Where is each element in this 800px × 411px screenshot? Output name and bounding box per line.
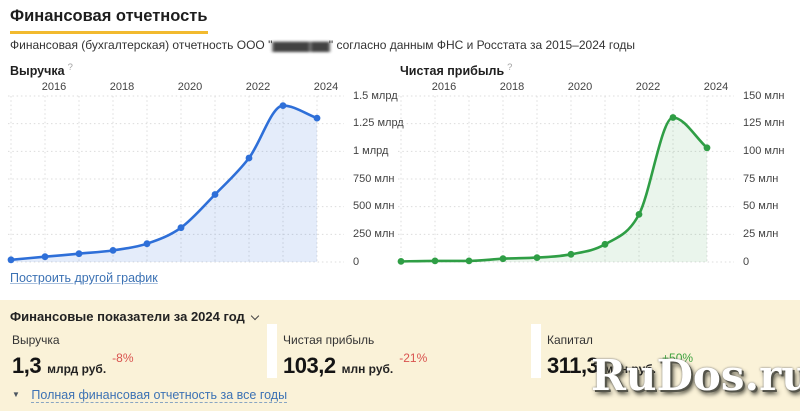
- capital-change-badge: +50%: [662, 351, 694, 365]
- help-question-icon[interactable]: ?: [507, 62, 513, 73]
- revenue-card-label: Выручка: [12, 333, 60, 347]
- revenue-unit: млрд руб.: [47, 362, 107, 376]
- y-axis-label: 25 млн: [743, 227, 779, 240]
- build-other-chart-link[interactable]: Построить другой график: [10, 271, 158, 285]
- y-axis-label: 125 млн: [743, 117, 785, 130]
- data-point: [279, 102, 287, 109]
- revenue-card: Выручка 1,3 млрд руб. -8%: [0, 324, 267, 378]
- capital-unit: млн руб.: [604, 362, 657, 376]
- full-report-link[interactable]: Полная финансовая отчетность за все годы: [31, 388, 288, 403]
- revenue-change-badge: -8%: [112, 351, 134, 365]
- y-axis-label: 0: [743, 255, 750, 268]
- data-point: [533, 254, 541, 261]
- card-divider: [531, 324, 541, 378]
- year-selector-value: 2024 год: [190, 309, 245, 324]
- data-point: [75, 250, 83, 258]
- chart-title: Выручка?: [10, 62, 73, 78]
- data-point: [7, 256, 15, 264]
- net-profit-unit: млн руб.: [341, 362, 394, 376]
- collapse-triangle-icon[interactable]: ▼: [12, 390, 20, 399]
- card-divider: [267, 324, 277, 378]
- page-title: Финансовая отчетность: [10, 7, 208, 34]
- y-axis-label: 1.5 млрд: [353, 89, 398, 102]
- year-selector[interactable]: 2024 год: [190, 309, 245, 325]
- help-question-icon[interactable]: ?: [67, 62, 73, 73]
- data-point: [431, 257, 439, 265]
- indicator-cards-row: Выручка 1,3 млрд руб. -8% Чистая прибыль…: [0, 324, 800, 378]
- data-point: [669, 114, 677, 121]
- x-axis-label: 2016: [41, 81, 67, 93]
- y-axis-label: 250 млн: [353, 227, 395, 240]
- x-axis-label: 2016: [431, 81, 457, 93]
- capital-value: 311,3: [547, 353, 599, 378]
- net-profit-card: Чистая прибыль 103,2 млн руб. -21%: [277, 324, 531, 378]
- y-axis-label: 75 млн: [743, 172, 779, 185]
- revenue-value: 1,3: [12, 353, 42, 378]
- company-name-redacted: ██████ ███: [272, 42, 330, 53]
- data-point: [601, 240, 609, 248]
- data-point: [635, 211, 643, 218]
- y-axis-label: 500 млн: [353, 200, 395, 213]
- y-axis-label: 100 млн: [743, 144, 785, 157]
- chart-plot[interactable]: [396, 92, 790, 268]
- y-axis-label: 50 млн: [743, 200, 779, 213]
- net-profit-chart[interactable]: Чистая прибыль? 2016 2018 2020 2022 2024 150 м…: [396, 60, 790, 272]
- report-subtitle: Финансовая (бухгалтерская) отчетность ОО…: [10, 38, 635, 53]
- rudos-watermark: RuDos.ru: [591, 351, 800, 400]
- data-point: [245, 154, 253, 162]
- chart-title: Чистая прибыль?: [400, 62, 513, 78]
- data-point: [703, 144, 711, 152]
- data-point: [41, 253, 49, 261]
- data-point: [567, 250, 575, 258]
- financial-indicators-panel: Финансовые показатели за 2024 год Выручк…: [0, 300, 800, 411]
- y-axis-label: 1.25 млрд: [353, 117, 404, 130]
- data-point: [143, 240, 151, 248]
- data-point: [397, 258, 405, 265]
- net-profit-value: 103,2: [283, 353, 336, 378]
- full-report-row: ▼ Полная финансовая отчетность за все го…: [12, 388, 288, 403]
- x-axis-label: 2022: [245, 81, 271, 93]
- chevron-down-icon[interactable]: [250, 311, 259, 321]
- subtitle-suffix: " согласно данным ФНС и Росстата за 2015…: [328, 38, 636, 52]
- data-point: [109, 247, 117, 254]
- x-axis-label: 2024: [703, 81, 729, 93]
- x-axis-label: 2024: [313, 81, 339, 93]
- data-point: [499, 255, 507, 263]
- x-axis-label: 2018: [109, 81, 135, 93]
- data-point: [465, 257, 473, 265]
- indicators-heading-text: Финансовые показатели за: [10, 309, 188, 324]
- subtitle-prefix: Финансовая (бухгалтерская) отчетность ОО…: [10, 38, 273, 52]
- data-point: [177, 224, 185, 232]
- y-axis-label: 150 млн: [743, 89, 785, 102]
- x-axis-label: 2018: [499, 81, 525, 93]
- net-profit-change-badge: -21%: [399, 351, 428, 365]
- indicators-heading: Финансовые показатели за 2024 год: [10, 309, 259, 325]
- data-point: [211, 191, 219, 198]
- y-axis-label: 1 млрд: [353, 144, 389, 157]
- net-profit-card-label: Чистая прибыль: [283, 333, 375, 347]
- data-point: [313, 114, 321, 122]
- x-axis-label: 2020: [567, 81, 593, 93]
- y-axis-label: 0: [353, 255, 360, 268]
- revenue-chart[interactable]: Выручка? 2016 2018 2020 2022 2024 1.5 млрд 1.25…: [6, 60, 404, 272]
- capital-card-label: Капитал: [547, 333, 593, 347]
- chart-plot[interactable]: [6, 92, 400, 268]
- capital-card: Капитал 311,3 млн руб. +50%: [541, 324, 800, 378]
- x-axis-label: 2022: [635, 81, 661, 93]
- y-axis-label: 750 млн: [353, 172, 395, 185]
- x-axis-label: 2020: [177, 81, 203, 93]
